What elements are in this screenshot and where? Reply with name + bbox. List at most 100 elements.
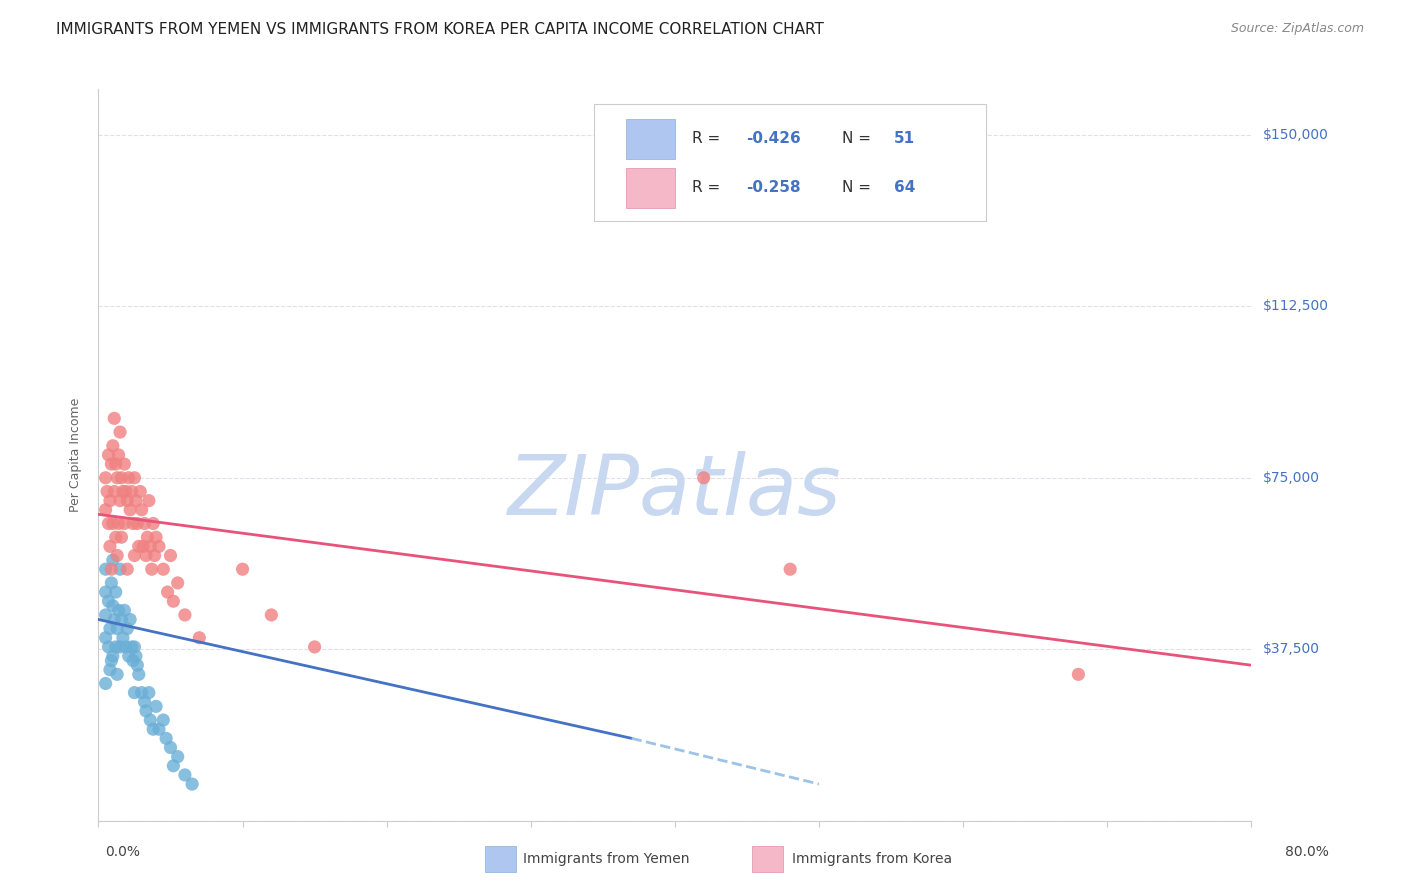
Point xyxy=(127,516,149,531)
Point xyxy=(181,777,204,791)
Point xyxy=(100,654,122,668)
Point xyxy=(117,493,138,508)
Point xyxy=(108,562,131,576)
Point xyxy=(304,640,326,654)
Point xyxy=(693,471,716,485)
Point xyxy=(124,471,146,485)
Text: 51: 51 xyxy=(894,131,915,146)
Point xyxy=(94,631,117,645)
Text: Source: ZipAtlas.com: Source: ZipAtlas.com xyxy=(1230,22,1364,36)
Text: N =: N = xyxy=(842,131,876,146)
Point xyxy=(122,654,145,668)
Point xyxy=(112,516,135,531)
Point xyxy=(103,411,125,425)
Point xyxy=(103,612,125,626)
Point xyxy=(159,549,181,563)
Point xyxy=(94,502,117,516)
Point xyxy=(97,640,120,654)
Point xyxy=(96,484,118,499)
Point xyxy=(129,484,152,499)
FancyBboxPatch shape xyxy=(627,119,675,159)
Point xyxy=(111,484,134,499)
Point xyxy=(166,749,188,764)
Point xyxy=(108,425,131,439)
Point xyxy=(94,471,117,485)
Point xyxy=(162,758,184,772)
Point xyxy=(142,516,165,531)
Point xyxy=(94,607,117,622)
Point xyxy=(104,530,127,544)
Point xyxy=(188,631,211,645)
Point xyxy=(141,562,163,576)
Point xyxy=(104,585,127,599)
Point xyxy=(114,484,136,499)
Point xyxy=(148,723,170,737)
Point xyxy=(105,622,128,636)
Text: $37,500: $37,500 xyxy=(1263,642,1319,657)
Text: R =: R = xyxy=(692,131,725,146)
Point xyxy=(101,553,124,567)
Point xyxy=(124,549,146,563)
Point xyxy=(121,640,143,654)
Point xyxy=(156,585,179,599)
Point xyxy=(127,658,149,673)
Point xyxy=(100,576,122,591)
Point xyxy=(112,457,135,471)
Text: N =: N = xyxy=(842,180,876,195)
Point xyxy=(122,516,145,531)
Point xyxy=(101,439,124,453)
Point xyxy=(101,599,124,613)
Point xyxy=(145,699,167,714)
Point xyxy=(104,457,127,471)
Point xyxy=(1067,667,1090,681)
Point xyxy=(124,685,146,699)
Point xyxy=(97,516,120,531)
Point xyxy=(117,562,138,576)
Point xyxy=(138,493,160,508)
Point xyxy=(94,562,117,576)
Point xyxy=(94,676,117,690)
Point xyxy=(98,493,121,508)
Point xyxy=(135,704,157,718)
Point xyxy=(135,549,157,563)
Point xyxy=(103,484,125,499)
Point xyxy=(121,484,143,499)
Point xyxy=(260,607,283,622)
Point xyxy=(142,723,165,737)
Point xyxy=(105,667,128,681)
Point xyxy=(139,539,162,553)
Point xyxy=(100,457,122,471)
Point xyxy=(162,594,184,608)
Point xyxy=(143,549,166,563)
Text: 64: 64 xyxy=(894,180,915,195)
Point xyxy=(155,731,177,746)
Point xyxy=(134,695,156,709)
Point xyxy=(117,622,138,636)
Point xyxy=(166,576,188,591)
Point xyxy=(145,530,167,544)
Text: IMMIGRANTS FROM YEMEN VS IMMIGRANTS FROM KOREA PER CAPITA INCOME CORRELATION CHA: IMMIGRANTS FROM YEMEN VS IMMIGRANTS FROM… xyxy=(56,22,824,37)
FancyBboxPatch shape xyxy=(595,103,986,221)
Point xyxy=(110,471,132,485)
Point xyxy=(101,516,124,531)
Point xyxy=(118,471,141,485)
Point xyxy=(152,713,174,727)
Point xyxy=(98,622,121,636)
Point xyxy=(100,562,122,576)
Text: Immigrants from Yemen: Immigrants from Yemen xyxy=(523,852,689,866)
Point xyxy=(174,607,197,622)
Text: $150,000: $150,000 xyxy=(1263,128,1329,142)
Point xyxy=(97,448,120,462)
Text: ZIPatlas: ZIPatlas xyxy=(508,451,842,532)
Point xyxy=(124,640,146,654)
Point xyxy=(108,493,131,508)
Point xyxy=(105,549,128,563)
Point xyxy=(104,640,127,654)
Text: 0.0%: 0.0% xyxy=(105,845,141,859)
Point xyxy=(110,612,132,626)
Point xyxy=(132,539,155,553)
Point xyxy=(111,631,134,645)
Point xyxy=(131,502,153,516)
Point xyxy=(114,640,136,654)
Point xyxy=(118,649,141,664)
